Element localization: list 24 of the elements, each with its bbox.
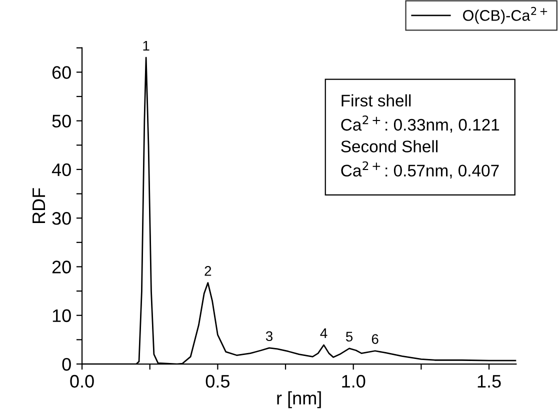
y-tick-label: 0 bbox=[62, 358, 71, 371]
y-axis-title: RDF bbox=[32, 188, 46, 224]
x-tick-label: 1.0 bbox=[342, 374, 366, 388]
y-tick-label: 20 bbox=[52, 260, 71, 274]
annotation: 5 bbox=[346, 332, 353, 342]
x-tick-label: 1.5 bbox=[478, 375, 501, 388]
annotation: First shell bbox=[342, 94, 411, 107]
y-tick-label: 10 bbox=[52, 309, 71, 322]
annotation: 6 bbox=[372, 334, 378, 344]
annotation: 2 bbox=[204, 266, 212, 276]
x-axis-title: r [nm] bbox=[277, 391, 321, 408]
annotation: 1 bbox=[143, 40, 150, 51]
annotation: 4 bbox=[320, 328, 328, 338]
legend-label: O(CB)-Ca$^{2+}$ bbox=[463, 6, 548, 24]
annotation: Ca$^{2+}$: 0.33nm, 0.121 bbox=[341, 115, 500, 133]
annotation: Ca$^{2+}$: 0.57nm, 0.407 bbox=[341, 161, 499, 179]
annotation: Second Shell bbox=[341, 140, 438, 152]
y-tick-label: 40 bbox=[52, 163, 71, 176]
y-tick-label: 30 bbox=[52, 212, 71, 225]
x-tick-label: 0.5 bbox=[206, 374, 230, 388]
annotation: 3 bbox=[266, 331, 272, 342]
x-tick-label: 0.0 bbox=[70, 374, 94, 388]
y-tick-label: 60 bbox=[52, 66, 71, 79]
y-tick-label: 50 bbox=[52, 114, 71, 128]
